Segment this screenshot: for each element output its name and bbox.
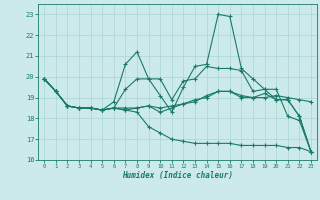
X-axis label: Humidex (Indice chaleur): Humidex (Indice chaleur) <box>122 171 233 180</box>
